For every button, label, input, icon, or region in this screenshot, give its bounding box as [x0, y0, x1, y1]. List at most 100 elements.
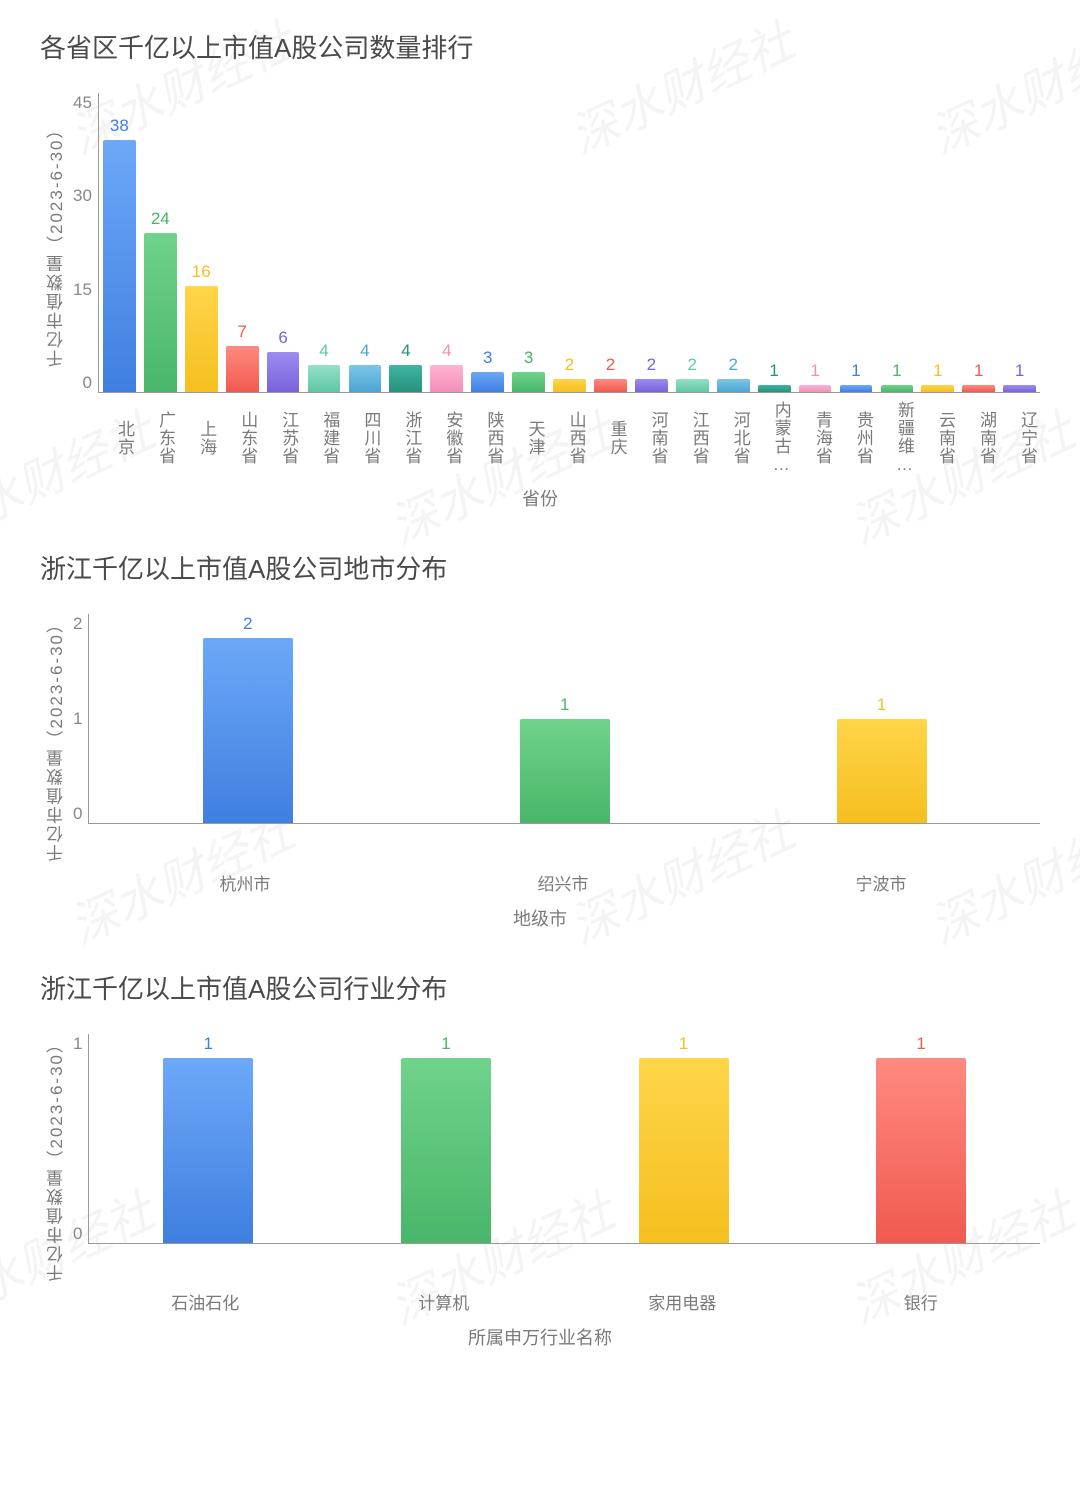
- chart1-xlabel: 湖南省: [958, 401, 999, 475]
- chart2-bar: 1: [782, 614, 982, 823]
- chart1-xlabel: 浙江省: [383, 401, 424, 475]
- chart1-panel: 各省区千亿以上市值A股公司数量排行 千亿市值数量（2023-6-30） 4530…: [0, 0, 1080, 521]
- chart1-bar-value: 24: [151, 209, 170, 229]
- chart2-bar: 2: [148, 614, 348, 823]
- chart1-ytick: 15: [73, 280, 92, 300]
- chart1-bar-value: 2: [565, 355, 574, 375]
- chart1-xlabel: 河南省: [630, 401, 671, 475]
- chart1-wrap: 千亿市值数量（2023-6-30） 4530150 38241676444433…: [40, 93, 1040, 393]
- chart1-bar: 1: [754, 93, 795, 392]
- chart1-bar-rect: [103, 140, 136, 392]
- chart3-ytick: 0: [73, 1224, 82, 1244]
- chart3-xlabel: 石油石化: [115, 1289, 295, 1314]
- chart1-xlabel: 青海省: [794, 401, 835, 475]
- chart1-bar-rect: [881, 385, 914, 392]
- chart1-bar-value: 38: [110, 116, 129, 136]
- chart1-ytick: 45: [73, 93, 92, 113]
- chart3-bar-rect: [163, 1058, 253, 1243]
- chart1-bar-value: 1: [974, 361, 983, 381]
- chart2-wrap: 千亿市值数量（2023-6-30） 210 2 1 1: [40, 614, 1040, 862]
- chart2-ytick: 1: [73, 709, 82, 729]
- chart1-xlabel: 陕西省: [465, 401, 506, 475]
- chart1-bar: 1: [876, 93, 917, 392]
- chart1-bar-value: 4: [360, 341, 369, 361]
- chart1-bar-value: 3: [524, 348, 533, 368]
- chart1-bar-value: 4: [401, 341, 410, 361]
- chart1-bar-value: 3: [483, 348, 492, 368]
- chart1-bar-value: 4: [442, 341, 451, 361]
- chart1-bar-rect: [758, 385, 791, 392]
- chart1-bar-rect: [430, 365, 463, 392]
- chart2-xaxis-title: 地级市: [40, 905, 1040, 931]
- chart3-wrap: 千亿市值数量（2023-6-30） 10 1111: [40, 1034, 1040, 1282]
- chart1-plot: 38241676444433222221111111: [98, 93, 1040, 393]
- chart1-bar-value: 7: [237, 322, 246, 342]
- chart3-bar-value: 1: [204, 1034, 213, 1054]
- chart1-title: 各省区千亿以上市值A股公司数量排行: [40, 28, 1040, 65]
- chart1-bar-rect: [799, 385, 832, 392]
- chart1-bar: 2: [713, 93, 754, 392]
- chart3-bar: 1: [831, 1034, 1011, 1243]
- chart1-bar-rect: [676, 379, 709, 392]
- chart1-xlabel: 四川省: [342, 401, 383, 475]
- chart1-xlabel: 福建省: [301, 401, 342, 475]
- chart1-bar-rect: [144, 233, 177, 392]
- chart1-bar: 1: [999, 93, 1040, 392]
- chart1-bar-rect: [349, 365, 382, 392]
- chart3-bar-rect: [401, 1058, 491, 1243]
- chart1-bar-rect: [921, 385, 954, 392]
- chart2-yaxis-ticks: 210: [73, 614, 88, 824]
- chart1-xlabel: 内蒙古…: [753, 401, 794, 475]
- chart2-xaxis: 杭州市 绍兴市 宁波市: [86, 870, 1040, 895]
- chart1-bar-value: 1: [892, 361, 901, 381]
- chart1-bar-rect: [226, 346, 259, 393]
- chart3-xaxis-title: 所属申万行业名称: [40, 1324, 1040, 1350]
- chart1-bar: 7: [222, 93, 263, 392]
- chart2-bar-value: 2: [243, 614, 252, 634]
- chart1-bar-value: 6: [278, 328, 287, 348]
- chart1-bar: 3: [467, 93, 508, 392]
- chart3-bar: 1: [356, 1034, 536, 1243]
- chart3-xlabel: 家用电器: [592, 1289, 772, 1314]
- chart1-bar: 4: [304, 93, 345, 392]
- chart1-bar: 4: [385, 93, 426, 392]
- chart2-xlabel: 宁波市: [781, 870, 981, 895]
- chart1-bar: 4: [344, 93, 385, 392]
- chart1-bar-rect: [512, 372, 545, 392]
- chart1-xlabel: 广东省: [137, 401, 178, 475]
- chart3-bar-value: 1: [441, 1034, 450, 1054]
- chart1-bar-rect: [717, 379, 750, 392]
- chart2-bar-value: 1: [560, 695, 569, 715]
- chart1-bar: 2: [590, 93, 631, 392]
- chart1-xlabel: 贵州省: [835, 401, 876, 475]
- chart1-bar-value: 2: [647, 355, 656, 375]
- chart2-bar-rect: [837, 719, 927, 824]
- chart1-xlabel: 河北省: [712, 401, 753, 475]
- chart2-xlabel: 绍兴市: [463, 870, 663, 895]
- chart1-bar: 24: [140, 93, 181, 392]
- chart1-bar: 2: [549, 93, 590, 392]
- chart1-bar-rect: [594, 379, 627, 392]
- chart1-bar-rect: [185, 286, 218, 392]
- chart3-xaxis: 石油石化计算机家用电器银行: [86, 1289, 1040, 1314]
- chart1-bar: 1: [958, 93, 999, 392]
- chart1-bar-value: 4: [319, 341, 328, 361]
- chart1-xlabel: 辽宁省: [999, 401, 1040, 475]
- chart3-bar-rect: [639, 1058, 729, 1243]
- chart1-bar: 3: [508, 93, 549, 392]
- chart1-xlabel: 山西省: [548, 401, 589, 475]
- chart1-bar: 2: [672, 93, 713, 392]
- chart2-xlabel: 杭州市: [145, 870, 345, 895]
- chart3-xlabel: 银行: [831, 1289, 1011, 1314]
- chart1-xlabel: 重庆: [589, 401, 630, 475]
- chart1-bar: 16: [181, 93, 222, 392]
- chart3-panel: 浙江千亿以上市值A股公司行业分布 千亿市值数量（2023-6-30） 10 11…: [0, 941, 1080, 1361]
- chart1-bar-rect: [267, 352, 300, 392]
- chart1-xlabel: 云南省: [917, 401, 958, 475]
- chart1-bar-rect: [553, 379, 586, 392]
- chart1-xlabel: 上海: [178, 401, 219, 475]
- chart1-xlabel: 山东省: [219, 401, 260, 475]
- chart2-yaxis-title: 千亿市值数量（2023-6-30）: [40, 614, 73, 862]
- chart1-xlabel: 安徽省: [424, 401, 465, 475]
- chart2-bars: 2 1 1: [89, 614, 1040, 823]
